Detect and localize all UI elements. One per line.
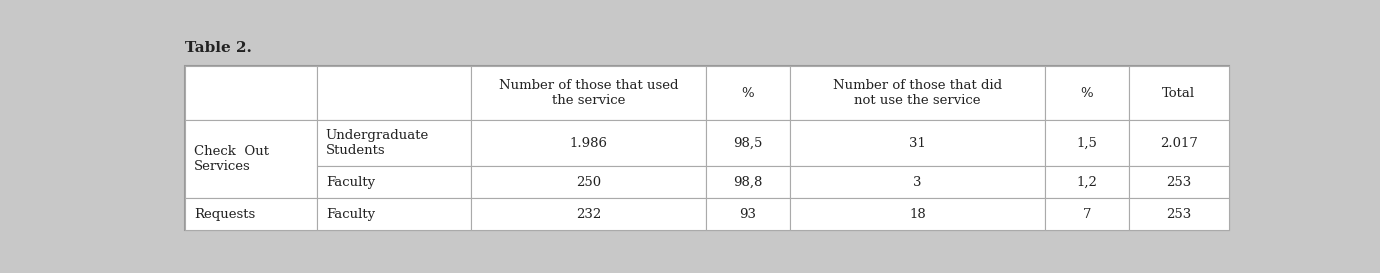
Text: Total: Total <box>1162 87 1195 100</box>
Bar <box>185 120 317 198</box>
Bar <box>707 166 789 198</box>
Text: %: % <box>1081 87 1093 100</box>
Bar <box>1129 66 1230 120</box>
Bar <box>1129 166 1230 198</box>
Text: 253: 253 <box>1166 208 1191 221</box>
Bar <box>185 198 317 230</box>
Bar <box>789 198 1045 230</box>
Text: 31: 31 <box>909 137 926 150</box>
Bar <box>317 120 472 166</box>
Bar <box>1129 120 1230 166</box>
Text: Number of those that did
not use the service: Number of those that did not use the ser… <box>832 79 1002 107</box>
Bar <box>789 120 1045 166</box>
Text: 253: 253 <box>1166 176 1191 189</box>
Text: 1,5: 1,5 <box>1076 137 1097 150</box>
Text: Check  Out
Services: Check Out Services <box>193 145 269 173</box>
Bar <box>1045 120 1129 166</box>
Bar <box>789 66 1045 120</box>
Bar <box>317 198 472 230</box>
Text: 1,2: 1,2 <box>1076 176 1097 189</box>
Bar <box>1045 166 1129 198</box>
Text: 232: 232 <box>577 208 602 221</box>
Text: 3: 3 <box>914 176 922 189</box>
Text: Number of those that used
the service: Number of those that used the service <box>500 79 679 107</box>
Bar <box>1045 198 1129 230</box>
Text: 250: 250 <box>577 176 602 189</box>
Bar <box>707 66 789 120</box>
Bar <box>1045 66 1129 120</box>
Bar <box>472 166 707 198</box>
Text: %: % <box>741 87 755 100</box>
Bar <box>472 66 707 120</box>
Text: 98,5: 98,5 <box>733 137 763 150</box>
Text: 98,8: 98,8 <box>733 176 763 189</box>
Text: Requests: Requests <box>193 208 255 221</box>
Bar <box>472 120 707 166</box>
Text: 7: 7 <box>1082 208 1092 221</box>
Bar <box>317 166 472 198</box>
Bar <box>707 198 789 230</box>
Text: Faculty: Faculty <box>326 208 375 221</box>
Bar <box>707 120 789 166</box>
Text: Faculty: Faculty <box>326 176 375 189</box>
Text: 93: 93 <box>740 208 756 221</box>
Bar <box>789 166 1045 198</box>
Bar <box>1129 198 1230 230</box>
Text: 2.017: 2.017 <box>1161 137 1198 150</box>
Bar <box>472 198 707 230</box>
Text: 18: 18 <box>909 208 926 221</box>
Bar <box>317 66 472 120</box>
Bar <box>185 66 317 120</box>
Text: Table 2.: Table 2. <box>185 41 253 55</box>
Text: Undergraduate
Students: Undergraduate Students <box>326 129 429 157</box>
Bar <box>185 66 1230 230</box>
Text: 1.986: 1.986 <box>570 137 607 150</box>
